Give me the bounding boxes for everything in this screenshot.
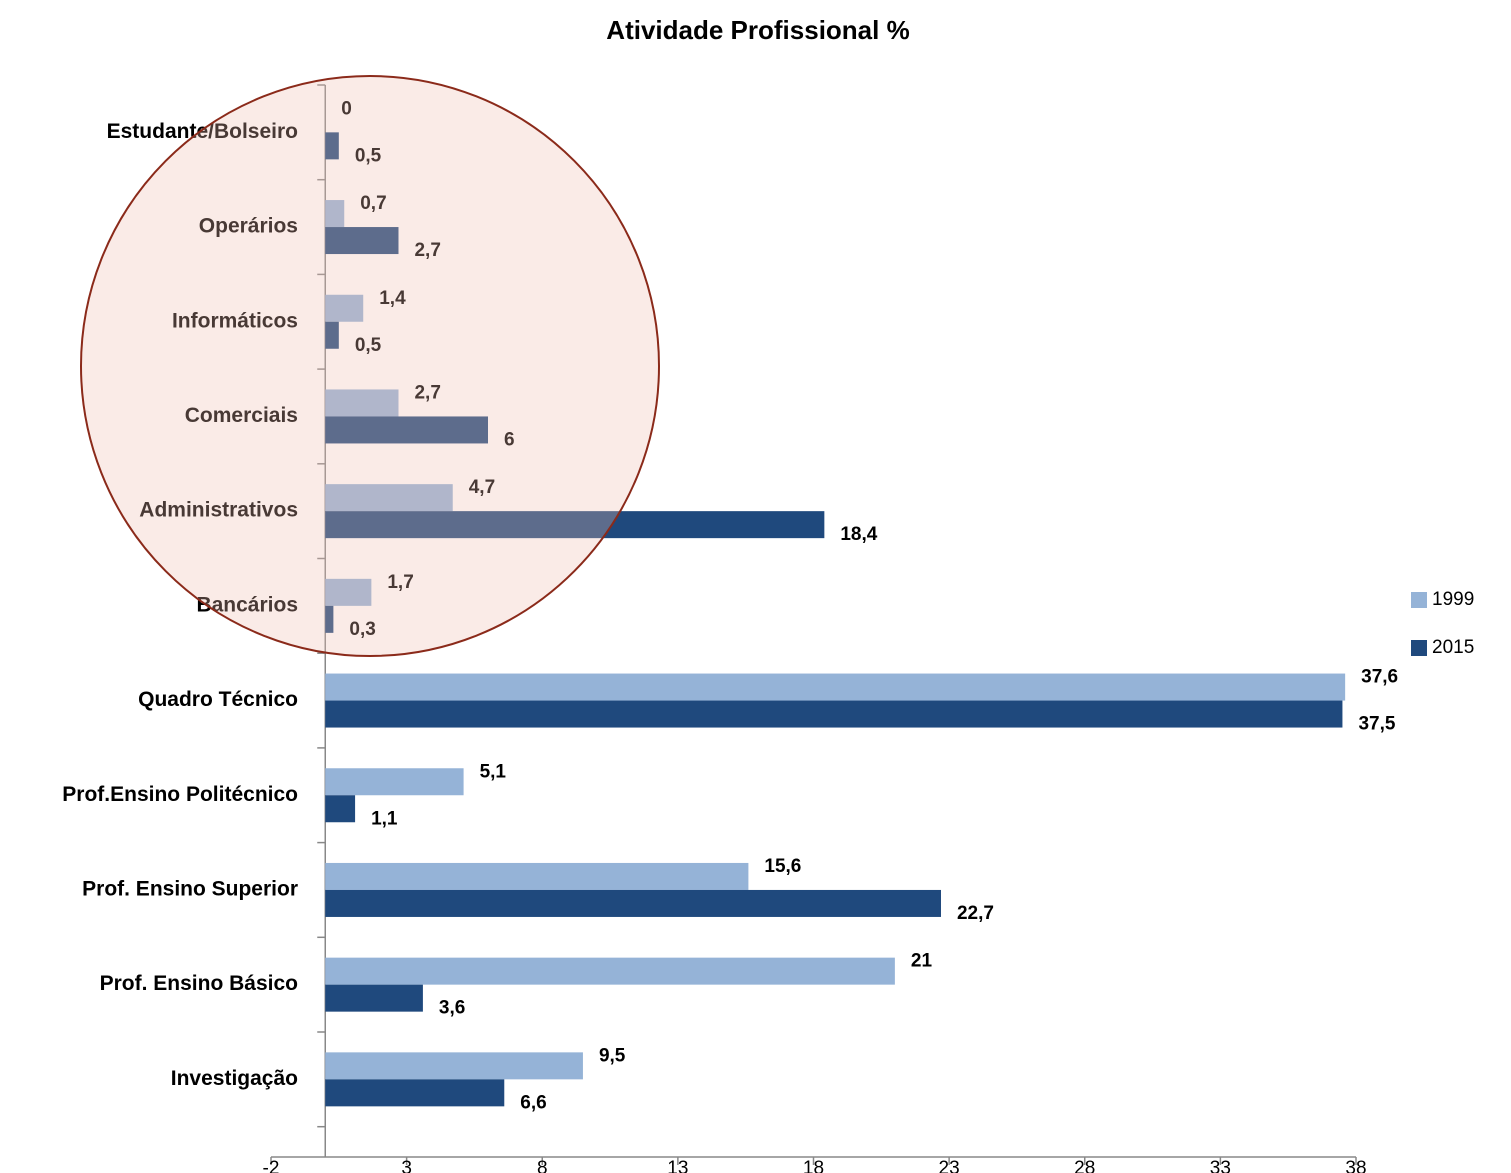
bar: [325, 227, 399, 255]
bar: [325, 578, 372, 606]
plot: -238131823283338Estudante/Bolseiro00,5Op…: [62, 84, 1398, 1173]
value-label: 2,7: [414, 382, 440, 403]
value-label: 21: [911, 951, 933, 972]
value-label: 37,6: [1361, 667, 1398, 688]
value-label: 5,1: [480, 761, 507, 782]
x-tick-label: 23: [939, 1158, 960, 1173]
category-label: Quadro Técnico: [138, 688, 298, 711]
value-label: 0,3: [349, 619, 375, 640]
bar: [325, 889, 941, 917]
value-label: 22,7: [957, 903, 994, 924]
bar: [325, 389, 399, 417]
value-label: 18,4: [840, 524, 877, 545]
value-label: 2,7: [414, 240, 440, 261]
value-label: 0,5: [355, 145, 382, 166]
category-label: Estudante/Bolseiro: [107, 120, 298, 143]
bar: [325, 768, 464, 796]
bar: [325, 132, 339, 160]
bar: [325, 321, 339, 349]
legend-swatch: [1411, 640, 1427, 656]
x-tick-label: 13: [667, 1158, 688, 1173]
x-tick-label: 8: [537, 1158, 548, 1173]
category-label: Prof. Ensino Superior: [82, 877, 298, 900]
value-label: 6: [504, 429, 515, 450]
highlight-ellipse: [80, 75, 660, 657]
chart-title: Atividade Profissional %: [606, 15, 909, 45]
category-label: Prof. Ensino Básico: [100, 972, 298, 995]
category-label: Prof.Ensino Politécnico: [62, 783, 298, 806]
bar: [325, 1052, 583, 1080]
value-label: 0: [341, 98, 352, 119]
bar: [325, 957, 895, 985]
x-tick-label: 33: [1210, 1158, 1231, 1173]
x-tick-label: 28: [1074, 1158, 1095, 1173]
x-tick-label: 3: [401, 1158, 412, 1173]
bar: [325, 605, 334, 633]
bar: [325, 673, 1346, 701]
value-label: 0,7: [360, 193, 386, 214]
bar: [325, 200, 345, 228]
bar: [325, 484, 453, 512]
x-tick-label: 38: [1345, 1158, 1366, 1173]
value-label: 37,5: [1358, 714, 1395, 735]
value-label: 3,6: [439, 998, 465, 1019]
bar: [325, 984, 423, 1012]
bar: [325, 511, 825, 539]
value-label: 1,4: [379, 288, 406, 309]
bar: [325, 795, 356, 823]
bar: [325, 416, 488, 444]
value-label: 6,6: [520, 1092, 546, 1113]
value-label: 15,6: [764, 856, 801, 877]
value-label: 0,5: [355, 335, 382, 356]
bar: [325, 862, 749, 890]
x-tick-label: -2: [263, 1158, 280, 1173]
value-label: 9,5: [599, 1045, 626, 1066]
legend-label: 2015: [1432, 637, 1474, 658]
category-label: Operários: [199, 215, 298, 238]
x-tick-label: 18: [803, 1158, 824, 1173]
value-label: 1,7: [387, 572, 413, 593]
legend-swatch: [1411, 592, 1427, 608]
category-label: Informáticos: [172, 309, 298, 332]
legend-label: 1999: [1432, 589, 1474, 610]
category-label: Administrativos: [139, 499, 298, 522]
category-label: Comerciais: [185, 404, 298, 427]
value-label: 1,1: [371, 808, 398, 829]
bar: [325, 700, 1343, 728]
category-label: Investigação: [171, 1067, 298, 1090]
category-label: Bancários: [196, 593, 298, 616]
bar: [325, 1079, 505, 1107]
value-label: 4,7: [469, 477, 495, 498]
bar: [325, 294, 364, 322]
